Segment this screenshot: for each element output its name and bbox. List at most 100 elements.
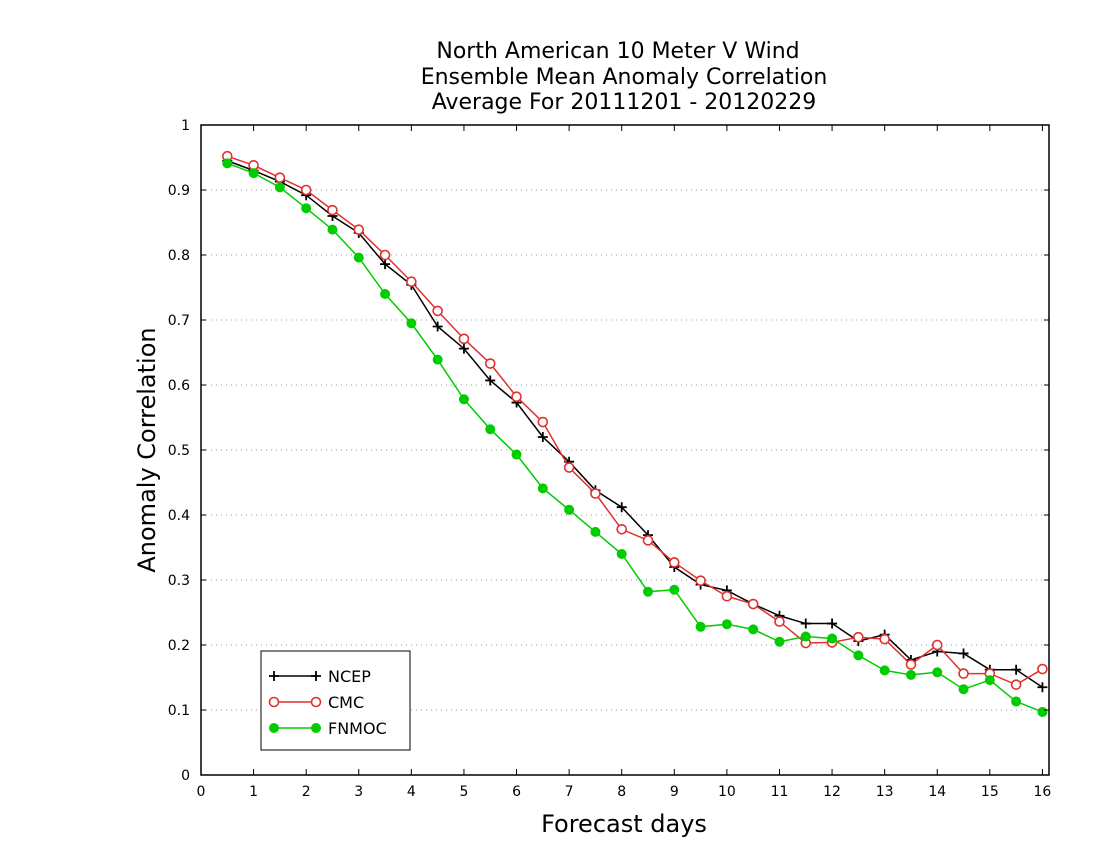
- data-point-cmc-26: [905, 659, 917, 670]
- data-point-fnmoc-1: [248, 168, 259, 179]
- data-point-cmc-25: [879, 633, 890, 645]
- data-point-cmc-10: [484, 358, 496, 369]
- y-tick-label-5: 0.5: [168, 443, 190, 459]
- data-point-fnmoc-11: [511, 449, 522, 460]
- data-point-cmc-3: [300, 184, 312, 196]
- series-line-cmc: [227, 155, 1043, 686]
- data-point-fnmoc-2: [274, 182, 285, 193]
- y-tick-label-2: 0.2: [168, 638, 190, 654]
- data-point-fnmoc-26: [905, 669, 916, 680]
- data-point-fnmoc-17: [669, 584, 680, 595]
- x-tick-label-15: 15: [981, 784, 999, 800]
- data-point-fnmoc-8: [432, 354, 443, 365]
- data-point-ncep-30: [1011, 664, 1022, 675]
- legend-marker-left-fnmoc: [269, 723, 279, 733]
- data-point-ncep-12: [537, 432, 548, 442]
- data-point-cmc-11: [511, 391, 522, 403]
- x-tick-label-0: 0: [197, 784, 206, 800]
- legend-label-fnmoc: FNMOC: [328, 719, 387, 738]
- data-point-fnmoc-21: [774, 636, 785, 647]
- data-point-fnmoc-10: [485, 424, 496, 435]
- chart-title: North American 10 Meter V Wind Ensemble …: [421, 39, 828, 115]
- data-point-cmc-2: [274, 172, 286, 183]
- y-tick-label-3: 0.3: [168, 573, 190, 589]
- legend-marker-right-cmc: [310, 696, 322, 708]
- data-point-fnmoc-7: [406, 318, 417, 329]
- data-point-fnmoc-30: [1011, 696, 1022, 707]
- data-point-cmc-8: [432, 305, 443, 317]
- data-point-fnmoc-29: [984, 675, 995, 686]
- x-tick-label-5: 5: [459, 784, 468, 800]
- data-point-cmc-17: [669, 557, 680, 568]
- legend-marker-left-ncep: [269, 671, 279, 681]
- data-point-fnmoc-16: [643, 586, 654, 597]
- legend: NCEP CMC FNMOC: [260, 650, 411, 751]
- data-point-fnmoc-22: [800, 631, 811, 642]
- data-point-cmc-20: [747, 598, 759, 610]
- data-point-ncep-8: [432, 321, 443, 332]
- data-point-fnmoc-4: [327, 224, 338, 235]
- data-point-ncep-6: [380, 259, 391, 270]
- data-point-ncep-10: [485, 375, 496, 386]
- y-tick-label-4: 0.4: [168, 508, 190, 524]
- data-point-fnmoc-31: [1037, 706, 1048, 717]
- data-point-cmc-9: [458, 333, 470, 345]
- x-tick-label-1: 1: [249, 784, 258, 800]
- data-point-ncep-31: [1037, 682, 1048, 693]
- x-tick-label-4: 4: [407, 784, 416, 800]
- x-tick-label-11: 11: [771, 784, 789, 800]
- y-tick-label-8: 0.8: [168, 248, 190, 264]
- y-tick-label-9: 0.9: [168, 183, 190, 199]
- legend-item-fnmoc: FNMOC: [269, 719, 387, 738]
- data-point-fnmoc-19: [721, 619, 732, 630]
- x-tick-label-14: 14: [928, 784, 946, 800]
- x-tick-label-6: 6: [512, 784, 521, 800]
- legend-label-cmc: CMC: [328, 693, 364, 712]
- x-tick-label-7: 7: [565, 784, 574, 800]
- data-point-fnmoc-28: [958, 684, 969, 695]
- x-tick-label-2: 2: [302, 784, 311, 800]
- x-axis-label: Forecast days: [541, 810, 707, 838]
- y-tick-label-1: 0.1: [168, 703, 190, 719]
- data-point-cmc-28: [958, 668, 969, 679]
- data-point-fnmoc-25: [879, 665, 890, 676]
- data-point-cmc-6: [379, 249, 391, 261]
- data-point-fnmoc-13: [564, 504, 575, 515]
- x-tick-label-10: 10: [718, 784, 736, 800]
- data-point-fnmoc-5: [353, 252, 364, 263]
- data-point-fnmoc-27: [932, 667, 943, 678]
- data-point-cmc-30: [1010, 679, 1022, 690]
- x-axis-ticks: 0 1 2 3 4 5 6 7 8 9 10 11 12 13 14 15 16: [197, 125, 1051, 800]
- data-point-cmc-18: [695, 575, 706, 586]
- chart-title-line-1: North American 10 Meter V Wind: [436, 39, 799, 64]
- data-point-cmc-31: [1037, 663, 1048, 675]
- data-point-ncep-22: [800, 618, 811, 629]
- legend-box: [260, 650, 411, 751]
- series-fnmoc: [222, 158, 1048, 717]
- legend-marker-right-ncep: [311, 671, 321, 681]
- y-axis-ticks: 0 0.1 0.2 0.3 0.4 0.5 0.6 0.7 0.8 0.9 1: [168, 118, 1049, 784]
- data-point-cmc-27: [931, 639, 943, 651]
- legend-label-ncep: NCEP: [328, 667, 371, 686]
- series-line-ncep: [227, 160, 1043, 688]
- y-tick-label-0: 0: [181, 768, 190, 784]
- data-point-cmc-4: [327, 204, 338, 216]
- data-point-fnmoc-12: [537, 483, 548, 494]
- data-point-fnmoc-24: [853, 650, 864, 661]
- data-point-ncep-15: [616, 502, 627, 513]
- data-point-fnmoc-15: [616, 549, 627, 559]
- data-point-fnmoc-9: [458, 394, 469, 405]
- data-point-cmc-12: [537, 416, 549, 428]
- data-point-fnmoc-6: [380, 289, 391, 299]
- data-point-cmc-15: [616, 523, 628, 535]
- y-tick-label-10: 1: [181, 118, 190, 134]
- data-point-cmc-14: [590, 488, 601, 499]
- legend-marker-right-fnmoc: [311, 723, 321, 733]
- chart-title-line-2: Ensemble Mean Anomaly Correlation: [421, 65, 828, 90]
- y-tick-label-6: 0.6: [168, 378, 190, 394]
- y-axis-label: Anomaly Correlation: [133, 327, 161, 572]
- x-tick-label-13: 13: [876, 784, 894, 800]
- data-point-cmc-19: [721, 590, 733, 602]
